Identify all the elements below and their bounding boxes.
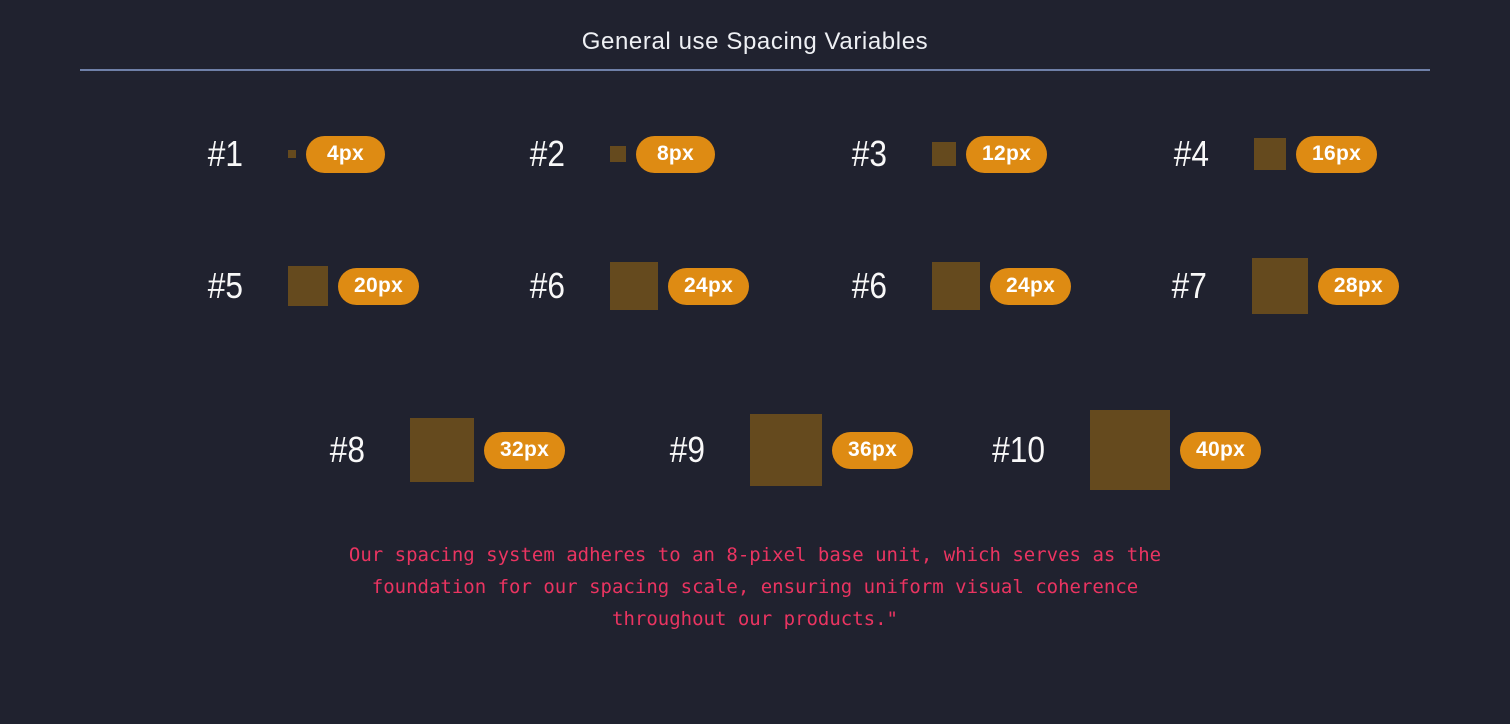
spacing-item: #5 20px [111, 265, 433, 307]
panel-header: General use Spacing Variables [0, 0, 1510, 71]
spacing-item: #1 4px [111, 133, 433, 175]
spacing-swatch [610, 146, 626, 162]
spacing-row-1: #1 4px #2 8px #3 12px #4 16px [0, 122, 1510, 186]
spacing-size-badge: 16px [1296, 135, 1378, 173]
spacing-swatch [1090, 410, 1170, 490]
spacing-swatch [1251, 258, 1308, 314]
spacing-note: Our spacing system adheres to an 8-pixel… [0, 539, 1510, 635]
spacing-item: #9 36px [585, 414, 925, 486]
spacing-item: #8 32px [245, 418, 585, 482]
spacing-size-badge: 24px [668, 267, 750, 305]
spacing-size-badge: 12px [966, 135, 1048, 173]
spacing-size-badge: 32px [484, 431, 566, 469]
spacing-size-badge: 36px [832, 431, 914, 469]
spacing-item-number: #1 [207, 133, 243, 174]
spacing-size-badge: 4px [306, 135, 385, 173]
spacing-swatch [1254, 138, 1286, 170]
page-title: General use Spacing Variables [581, 28, 929, 55]
spacing-note-line: foundation for our spacing scale, ensuri… [371, 576, 1139, 598]
spacing-size-badge: 8px [636, 135, 715, 173]
title-divider [80, 69, 1430, 71]
spacing-item: #6 24px [755, 262, 1077, 310]
spacing-item-number: #5 [207, 265, 243, 306]
spacing-size-badge: 28px [1317, 267, 1399, 305]
spacing-swatch [288, 266, 328, 306]
spacing-swatch [410, 418, 474, 482]
spacing-item-number: #10 [992, 429, 1045, 470]
spacing-item-number: #6 [851, 265, 887, 306]
spacing-item: #3 12px [755, 133, 1077, 175]
spacing-item: #10 40px [925, 410, 1265, 490]
spacing-item: #4 16px [1077, 133, 1399, 175]
spacing-size-badge: 20px [338, 267, 420, 305]
spacing-item-number: #7 [1171, 265, 1207, 306]
spacing-swatch [750, 414, 822, 486]
spacing-note-line: Our spacing system adheres to an 8-pixel… [348, 544, 1162, 566]
spacing-row-3: #8 32px #9 36px #10 40px [0, 402, 1510, 498]
spacing-item-number: #3 [851, 133, 887, 174]
spacing-item: #2 8px [433, 133, 755, 175]
spacing-item-number: #6 [529, 265, 565, 306]
spacing-item-number: #8 [329, 429, 365, 470]
spacing-swatch [932, 262, 980, 310]
spacing-item: #7 28px [1077, 258, 1399, 314]
spacing-item: #6 24px [433, 262, 755, 310]
spacing-item-number: #4 [1173, 133, 1209, 174]
spacing-size-badge: 40px [1180, 431, 1262, 469]
spacing-swatch [288, 150, 296, 158]
spacing-row-2: #5 20px #6 24px #6 24px #7 28px [0, 254, 1510, 318]
spacing-size-badge: 24px [990, 267, 1072, 305]
spacing-item-number: #2 [529, 133, 565, 174]
spacing-swatch [932, 142, 956, 166]
spacing-swatch [610, 262, 658, 310]
spacing-item-number: #9 [669, 429, 705, 470]
spacing-note-line: throughout our products." [612, 608, 898, 630]
